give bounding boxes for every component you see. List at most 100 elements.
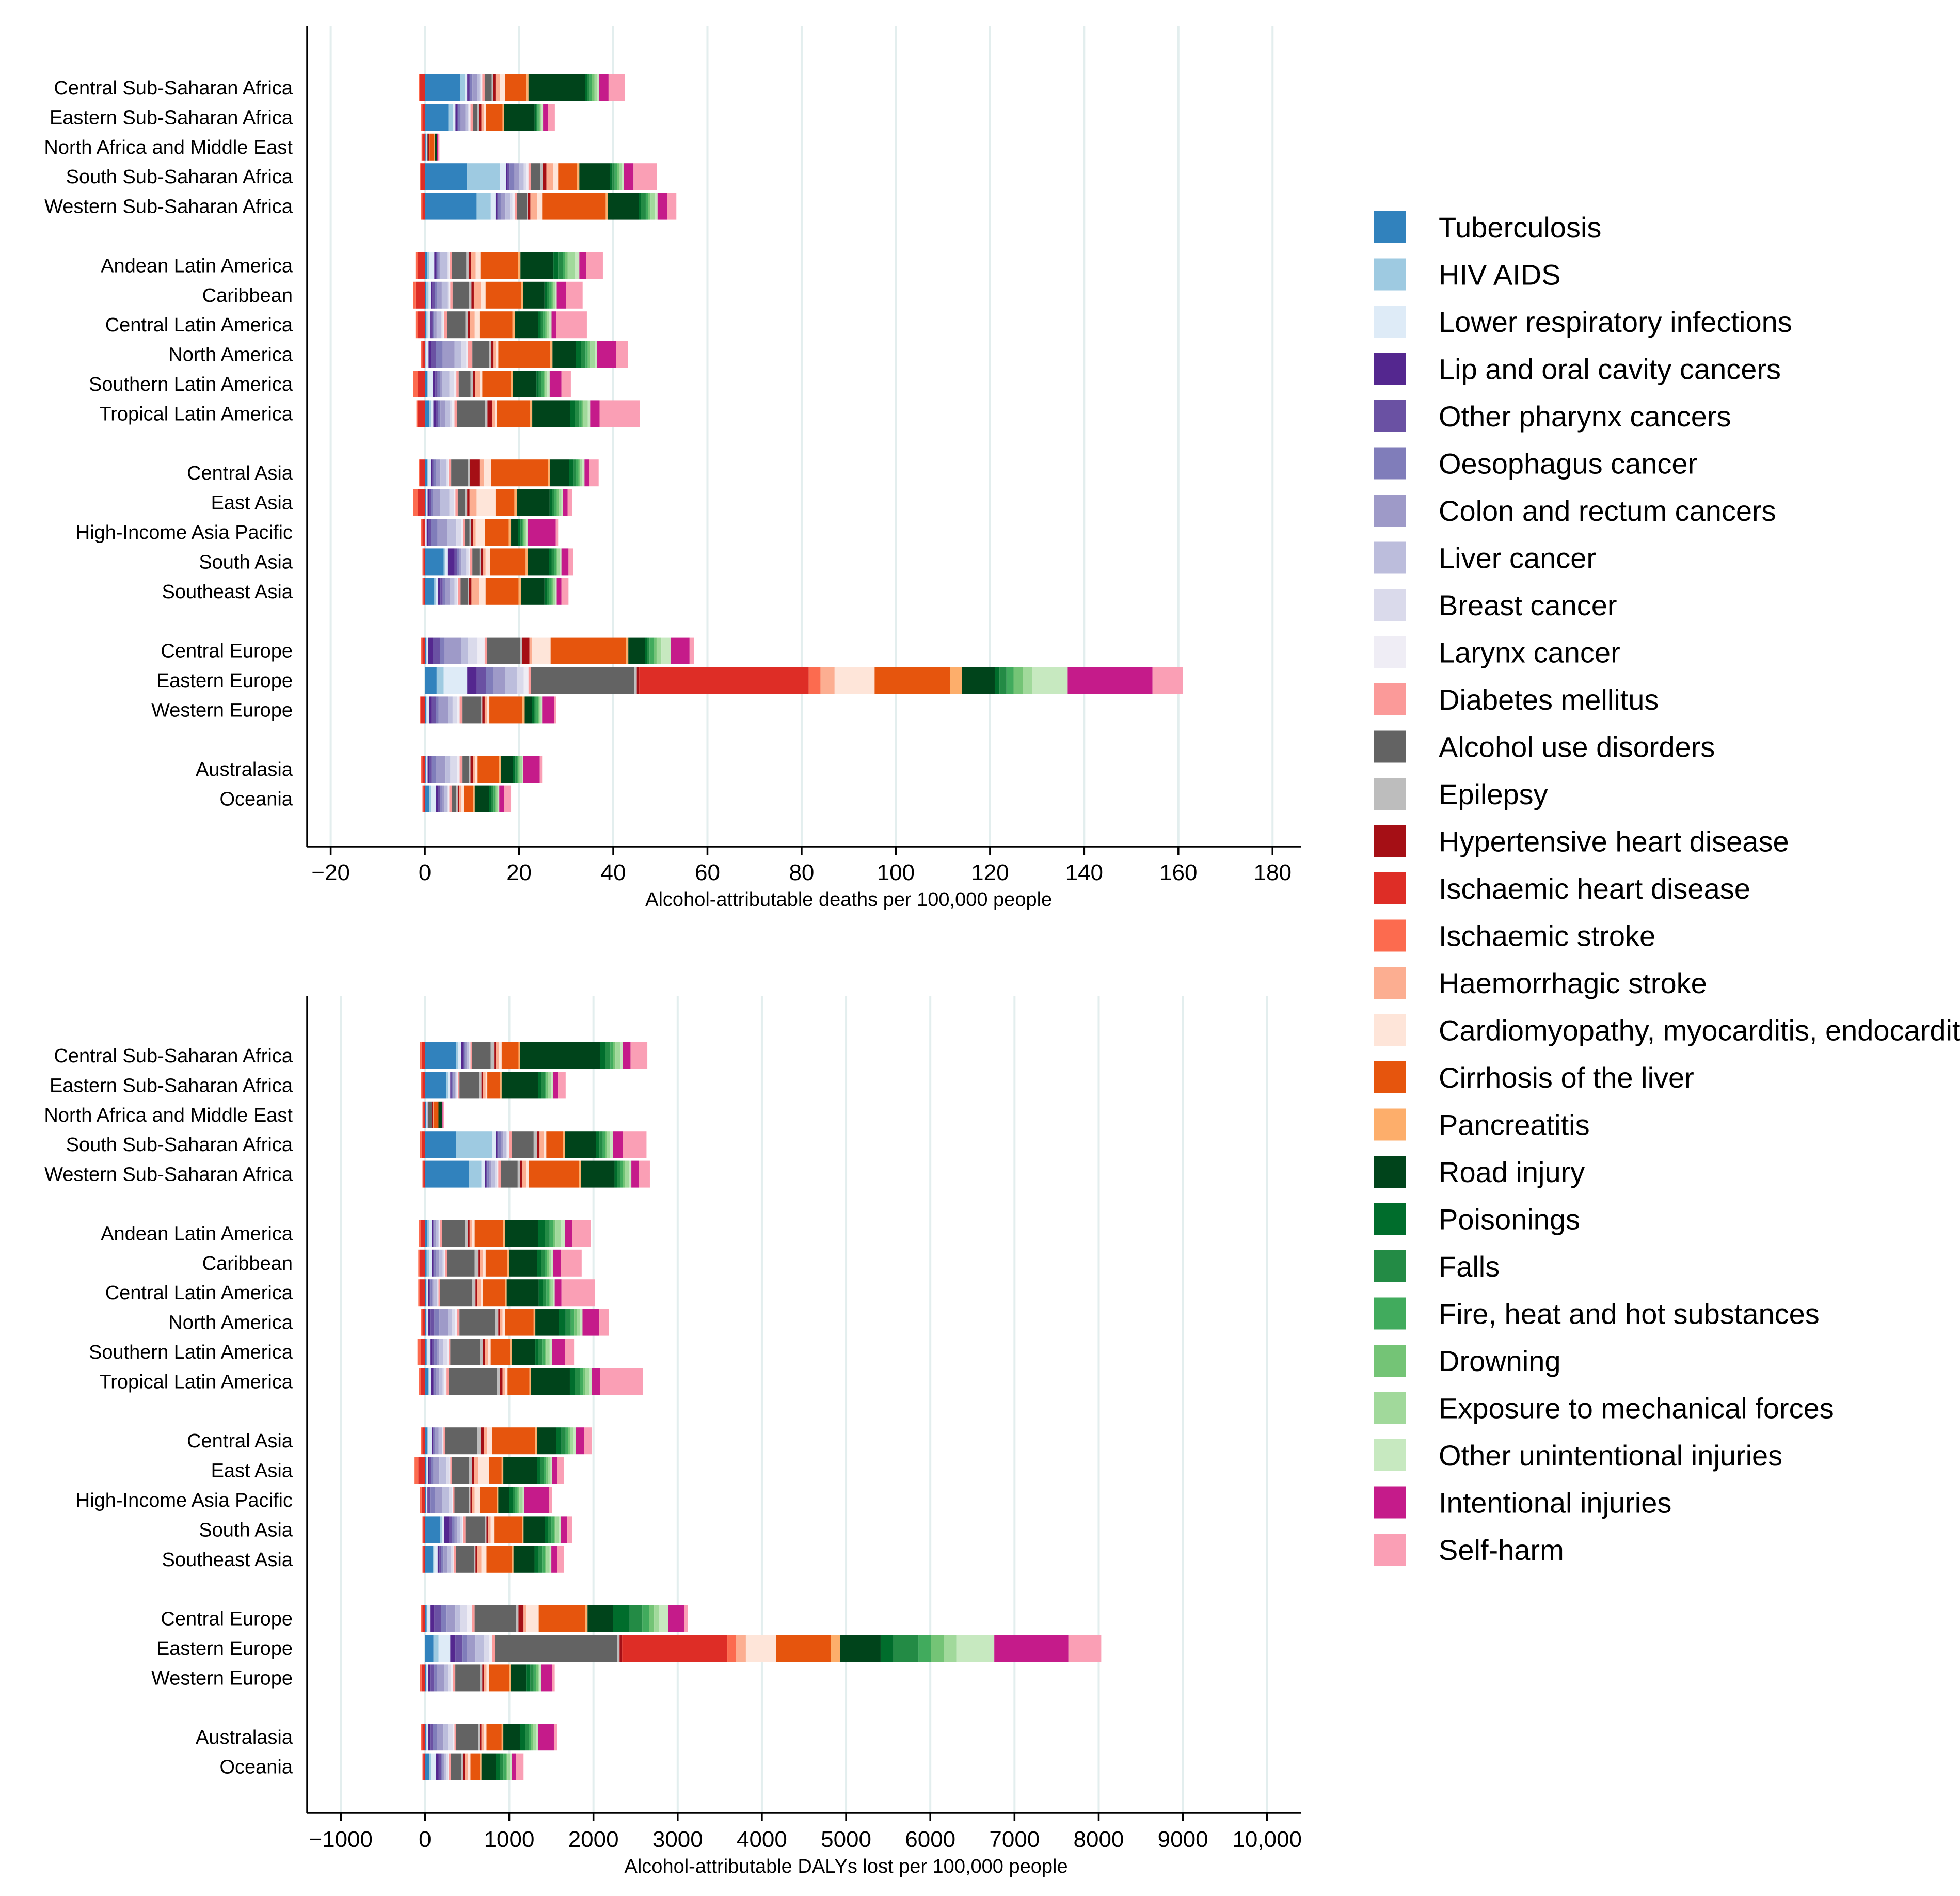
bar-southeast-asia-ischaemic-heart-disease bbox=[423, 578, 425, 605]
bar-australasia-intentional-injuries bbox=[537, 1724, 554, 1751]
region-label: Central Latin America bbox=[105, 314, 293, 336]
bar-central-latin-america-intentional-injuries bbox=[554, 1279, 562, 1307]
bar-australasia-road-injury bbox=[503, 1724, 520, 1751]
bar-oceania-ischaemic-heart-disease bbox=[423, 1753, 425, 1780]
bar-western-europe-intentional-injuries bbox=[541, 1664, 552, 1692]
bar-caribbean-fire-heat-and-hot-substances bbox=[549, 281, 552, 309]
bar-andean-latin-america-colon-and-rectum-cancers bbox=[438, 252, 440, 279]
bar-eastern-sub-saharan-africa-oesophagus-cancer bbox=[452, 1072, 454, 1099]
bar-high-income-asia-pacific-haemorrhagic-stroke bbox=[472, 1487, 475, 1513]
bar-south-sub-saharan-africa-fire-heat-and-hot-substances bbox=[614, 163, 617, 190]
bar-eastern-europe-pancreatitis bbox=[831, 1635, 840, 1662]
bar-australasia-larynx-cancer bbox=[457, 756, 460, 783]
bar-south-sub-saharan-africa-tuberculosis bbox=[425, 163, 468, 190]
bar-central-europe-larynx-cancer bbox=[477, 637, 485, 664]
bar-western-europe-liver-cancer bbox=[448, 696, 453, 724]
bar-andean-latin-america-tuberculosis bbox=[425, 252, 427, 279]
bar-western-europe-exposure-to-mechanical-forces bbox=[539, 696, 541, 724]
bar-central-latin-america-exposure-to-mechanical-forces bbox=[550, 1279, 553, 1307]
bar-southeast-asia-cardiomyopathy-myocarditis-endocarditis bbox=[479, 578, 486, 605]
bar-south-asia-ischaemic-stroke bbox=[422, 548, 424, 576]
bar-south-asia-cirrhosis-of-the-liver bbox=[490, 548, 526, 576]
bar-southern-latin-america-lower-respiratory-infections bbox=[428, 371, 433, 397]
bar-caribbean-poisonings bbox=[544, 281, 547, 309]
bar-central-europe-liver-cancer bbox=[455, 1605, 460, 1632]
bar-oceania-pancreatitis bbox=[480, 1753, 482, 1780]
bar-western-europe-hypertensive-heart-disease bbox=[482, 696, 485, 724]
bar-western-europe-hypertensive-heart-disease bbox=[482, 1664, 484, 1692]
legend-swatch-exposure-to-mechanical-forces bbox=[1374, 1392, 1406, 1424]
bar-high-income-asia-pacific-breast-cancer bbox=[449, 1487, 452, 1513]
bar-central-sub-saharan-africa-ischaemic-stroke bbox=[419, 74, 420, 101]
bar-caribbean-drowning bbox=[547, 1249, 549, 1277]
bar-oceania-alcohol-use-disorders bbox=[452, 785, 457, 812]
bar-central-sub-saharan-africa-pancreatitis bbox=[518, 1042, 520, 1069]
bar-oceania-tuberculosis bbox=[425, 1753, 429, 1780]
legend-label-falls: Falls bbox=[1439, 1250, 1500, 1283]
bar-central-latin-america-fire-heat-and-hot-substances bbox=[543, 311, 546, 339]
bar-caribbean-self-harm bbox=[566, 281, 583, 309]
bar-central-latin-america-colon-and-rectum-cancers bbox=[434, 311, 437, 339]
bar-central-sub-saharan-africa-cardiomyopathy-myocarditis-endocarditis bbox=[500, 74, 505, 101]
bar-east-asia-cardiomyopathy-myocarditis-endocarditis bbox=[476, 489, 496, 516]
bar-caribbean-other-pharynx-cancers bbox=[432, 281, 435, 309]
bar-western-sub-saharan-africa-road-injury bbox=[581, 1160, 615, 1188]
bar-high-income-asia-pacific-diabetes-mellitus bbox=[453, 1487, 455, 1513]
bar-australasia-self-harm bbox=[553, 1724, 557, 1751]
bar-central-sub-saharan-africa-exposure-to-mechanical-forces bbox=[594, 74, 597, 101]
bar-central-latin-america-road-injury bbox=[506, 1279, 539, 1307]
bar-western-europe-haemorrhagic-stroke bbox=[484, 696, 487, 724]
legend-label-ischaemic-heart-disease: Ischaemic heart disease bbox=[1439, 872, 1750, 905]
bar-caribbean-ischaemic-heart-disease bbox=[420, 1249, 425, 1277]
bar-western-sub-saharan-africa-cirrhosis-of-the-liver bbox=[542, 193, 606, 220]
bar-andean-latin-america-lip-and-oral-cavity-cancers bbox=[432, 1220, 433, 1247]
bar-central-europe-intentional-injuries bbox=[668, 1605, 684, 1632]
bar-central-europe-other-unintentional-injuries bbox=[659, 1605, 668, 1632]
bar-central-latin-america-epilepsy bbox=[472, 1279, 476, 1307]
bar-south-sub-saharan-africa-lip-and-oral-cavity-cancers bbox=[506, 163, 507, 190]
bar-high-income-asia-pacific-hypertensive-heart-disease bbox=[471, 519, 474, 546]
bar-high-income-asia-pacific-lower-respiratory-infections bbox=[425, 519, 427, 546]
bar-central-latin-america-fire-heat-and-hot-substances bbox=[546, 1279, 549, 1307]
bar-north-america-larynx-cancer bbox=[466, 341, 468, 368]
x-tick-label: 120 bbox=[971, 860, 1009, 885]
bar-western-europe-other-unintentional-injuries bbox=[540, 696, 543, 724]
bar-southern-latin-america-liver-cancer bbox=[442, 371, 450, 397]
bar-andean-latin-america-poisonings bbox=[553, 252, 559, 279]
bar-central-europe-ischaemic-stroke bbox=[421, 637, 423, 664]
bar-central-europe-cirrhosis-of-the-liver bbox=[538, 1605, 585, 1632]
bar-east-asia-ischaemic-heart-disease bbox=[418, 489, 425, 516]
bar-high-income-asia-pacific-colon-and-rectum-cancers bbox=[437, 519, 447, 546]
bar-eastern-europe-cirrhosis-of-the-liver bbox=[874, 667, 950, 694]
bar-central-sub-saharan-africa-other-unintentional-injuries bbox=[597, 74, 599, 101]
bar-south-sub-saharan-africa-drowning bbox=[617, 163, 619, 190]
bar-western-sub-saharan-africa-diabetes-mellitus bbox=[515, 193, 517, 220]
bar-south-sub-saharan-africa-cirrhosis-of-the-liver bbox=[558, 163, 577, 190]
region-label: Oceania bbox=[219, 789, 293, 810]
bar-eastern-europe-lip-and-oral-cavity-cancers bbox=[467, 667, 477, 694]
bar-high-income-asia-pacific-oesophagus-cancer bbox=[430, 1487, 435, 1513]
bar-western-sub-saharan-africa-drowning bbox=[648, 193, 651, 220]
bar-central-asia-falls bbox=[561, 1427, 566, 1455]
bar-andean-latin-america-other-pharynx-cancers bbox=[433, 1220, 434, 1247]
bar-southern-latin-america-other-pharynx-cancers bbox=[432, 1339, 435, 1365]
bar-southern-latin-america-ischaemic-stroke bbox=[413, 371, 418, 397]
bar-central-europe-lip-and-oral-cavity-cancers bbox=[430, 1605, 435, 1632]
bar-central-asia-larynx-cancer bbox=[447, 459, 449, 487]
bar-north-africa-and-middle-east-self-harm bbox=[442, 1101, 444, 1128]
bar-high-income-asia-pacific-other-unintentional-injuries bbox=[522, 1487, 524, 1513]
bar-caribbean-hiv-aids bbox=[426, 281, 429, 309]
bar-western-sub-saharan-africa-haemorrhagic-stroke bbox=[521, 1160, 527, 1188]
bar-oceania-colon-and-rectum-cancers bbox=[442, 1753, 444, 1780]
x-tick-label: 3000 bbox=[652, 1827, 703, 1852]
bar-southern-latin-america-larynx-cancer bbox=[454, 371, 457, 397]
bar-central-europe-pancreatitis bbox=[626, 637, 629, 664]
bar-central-latin-america-lip-and-oral-cavity-cancers bbox=[428, 1279, 429, 1307]
bar-southeast-asia-hypertensive-heart-disease bbox=[475, 1546, 477, 1573]
bar-east-asia-drowning bbox=[556, 489, 560, 516]
bar-western-europe-tuberculosis bbox=[425, 696, 426, 724]
bar-east-asia-other-pharynx-cancers bbox=[429, 1457, 431, 1484]
bar-andean-latin-america-drowning bbox=[565, 252, 568, 279]
bar-oceania-liver-cancer bbox=[444, 785, 447, 812]
bar-east-asia-liver-cancer bbox=[440, 489, 450, 516]
